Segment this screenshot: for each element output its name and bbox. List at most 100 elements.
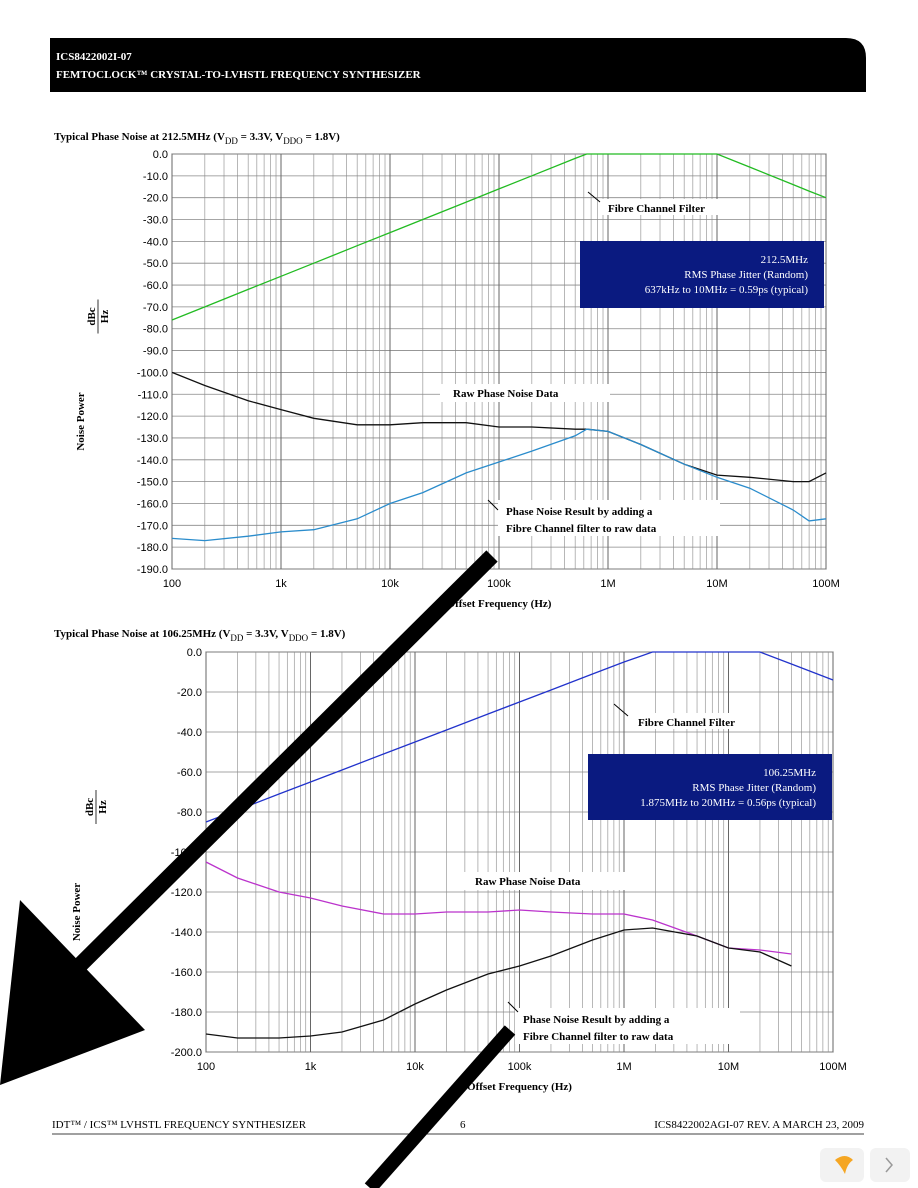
x-tick-label: 100k [487, 578, 511, 590]
title-subscript: DDO [289, 633, 309, 643]
annotation-bg [630, 713, 750, 729]
title-part: = 3.3V, V [238, 131, 283, 143]
y-tick-label: -70.0 [143, 302, 168, 314]
y-tick-label: -200.0 [171, 1047, 202, 1059]
annotation: Fibre Channel filter to raw data [506, 523, 657, 535]
footer-left: IDT™ / ICS™ LVHSTL FREQUENCY SYNTHESIZER [52, 1119, 307, 1131]
y-tick-label: -120.0 [171, 887, 202, 899]
title-subscript: DD [230, 633, 243, 643]
y-tick-label: -60.0 [177, 767, 202, 779]
chart: Typical Phase Noise at 106.25MHz (VDD = … [54, 628, 847, 1093]
jitter-box [588, 754, 832, 820]
y-unit-bottom: Hz [99, 310, 111, 324]
title-part: = 3.3V, V [243, 628, 288, 640]
annotation-bg [600, 199, 720, 215]
viewer-icons[interactable] [820, 1148, 910, 1182]
part-number: ICS8422002I-07 [56, 51, 132, 63]
y-tick-label: -20.0 [143, 193, 168, 205]
annotation-pointer [587, 191, 601, 203]
y-tick-label: 0.0 [153, 149, 168, 161]
x-axis-label: Offset Frequency (Hz) [467, 1081, 572, 1093]
annotation-bg [515, 1008, 740, 1044]
series-line [205, 927, 792, 1039]
title-part: = 1.8V) [308, 628, 345, 640]
y-tick-label: -10.0 [143, 171, 168, 183]
y-tick-label: -160.0 [137, 498, 168, 510]
y-tick-label: -90.0 [143, 346, 168, 358]
y-tick-label: -50.0 [143, 258, 168, 270]
x-tick-label: 100k [508, 1061, 532, 1073]
annotation: Phase Noise Result by adding a [506, 506, 653, 518]
y-tick-label: -80.0 [177, 807, 202, 819]
x-tick-label: 1M [616, 1061, 631, 1073]
x-tick-label: 10k [381, 578, 399, 590]
title-part: Typical Phase Noise at 212.5MHz (V [54, 131, 225, 143]
y-tick-label: -80.0 [143, 324, 168, 336]
y-axis-label: Noise Power [71, 883, 83, 941]
chart: Typical Phase Noise at 212.5MHz (VDD = 3… [54, 131, 840, 610]
y-tick-label: -100.0 [137, 367, 168, 379]
y-tick-label: -130.0 [137, 433, 168, 445]
y-tick-label: -190.0 [137, 564, 168, 576]
annotation: Phase Noise Result by adding a [523, 1014, 670, 1026]
annotation: Fibre Channel Filter [608, 203, 705, 215]
x-axis-label: Offset Frequency (Hz) [447, 598, 552, 610]
series-line [205, 651, 834, 823]
charts: Typical Phase Noise at 212.5MHz (V DD = 3… [54, 131, 847, 1093]
chart-title: Typical Phase Noise at 212.5MHz (VDD = 3… [54, 131, 340, 146]
y-unit-bottom: Hz [97, 800, 109, 814]
y-tick-label: -110.0 [138, 389, 168, 401]
jitter-text: 637kHz to 10MHz = 0.59ps (typical) [645, 284, 809, 296]
annotation-pointer [613, 703, 629, 717]
title-part: = 1.8V) [303, 131, 340, 143]
annotation: Raw Phase Noise Data [453, 388, 559, 400]
annotation-bg [462, 872, 632, 890]
y-tick-label: -140.0 [171, 927, 202, 939]
annotation: Fibre Channel filter to raw data [523, 1031, 674, 1043]
footer-right: ICS8422002AGI-07 REV. A MARCH 23, 2009 [654, 1119, 864, 1131]
annotation-pointer [507, 1001, 519, 1013]
title-subscript: DDO [283, 136, 303, 146]
jitter-text: RMS Phase Jitter (Random) [684, 269, 808, 281]
annotation-pointer [487, 499, 499, 511]
overlay-arrow [0, 550, 516, 1188]
y-tick-label: -140.0 [137, 455, 168, 467]
x-tick-label: 100M [819, 1061, 847, 1073]
x-tick-label: 1k [275, 578, 287, 590]
y-tick-label: -40.0 [143, 236, 168, 248]
y-tick-label: -60.0 [143, 280, 168, 292]
y-tick-label: -120.0 [137, 411, 168, 423]
y-tick-label: -180.0 [137, 542, 168, 554]
x-tick-label: 10M [718, 1061, 739, 1073]
y-tick-label: -160.0 [171, 967, 202, 979]
y-axis-label: Noise Power [75, 392, 87, 450]
header-title: FEMTOCLOCK™ CRYSTAL-TO-LVHSTL FREQUENCY … [56, 69, 422, 81]
title-part: Typical Phase Noise at 106.25MHz (V [54, 628, 230, 640]
x-tick-label: 100 [197, 1061, 215, 1073]
series-line [171, 371, 827, 483]
x-tick-label: 10M [706, 578, 727, 590]
y-tick-label: -20.0 [177, 687, 202, 699]
annotation-bg [440, 384, 610, 402]
jitter-text: 212.5MHz [761, 254, 808, 266]
header-bar [50, 38, 866, 92]
y-unit-top: dBc [86, 307, 98, 325]
jitter-box [580, 241, 824, 308]
chart-title: Typical Phase Noise at 106.25MHz (VDD = … [54, 628, 346, 643]
jitter-text: 1.875MHz to 20MHz = 0.56ps (typical) [640, 797, 816, 809]
y-tick-label: -180.0 [171, 1007, 202, 1019]
y-tick-label: -30.0 [143, 215, 168, 227]
y-tick-label: -170.0 [137, 520, 168, 532]
y-tick-label: 0.0 [187, 647, 202, 659]
series-line [171, 153, 827, 321]
x-tick-label: 100M [812, 578, 840, 590]
x-tick-label: 100 [163, 578, 181, 590]
annotation-bg [498, 500, 720, 536]
y-tick-label: -150.0 [137, 477, 168, 489]
y-tick-label: -40.0 [177, 727, 202, 739]
jitter-text: RMS Phase Jitter (Random) [692, 782, 816, 794]
annotation: Raw Phase Noise Data [475, 876, 581, 888]
footer-page: 6 [460, 1119, 466, 1131]
jitter-text: 106.25MHz [763, 767, 816, 779]
